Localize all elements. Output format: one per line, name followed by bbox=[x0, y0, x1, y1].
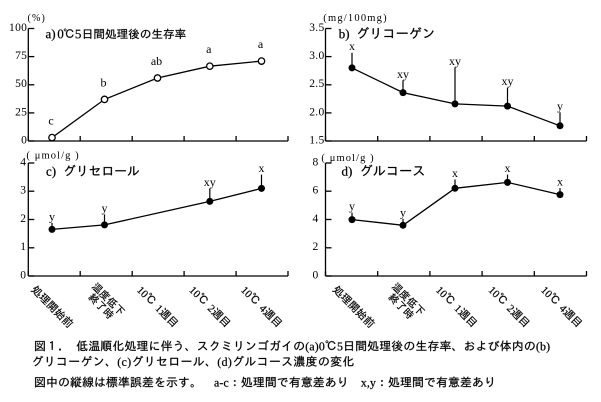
svg-text:0: 0 bbox=[21, 134, 27, 146]
svg-text:y: y bbox=[49, 209, 55, 223]
svg-text:3: 3 bbox=[20, 185, 26, 197]
svg-text:3.5: 3.5 bbox=[309, 22, 324, 34]
svg-text:1.5: 1.5 bbox=[309, 134, 324, 146]
svg-text:y: y bbox=[102, 201, 108, 215]
svg-text:b: b bbox=[101, 75, 107, 89]
svg-text:xy: xy bbox=[449, 54, 461, 68]
svg-text:2: 2 bbox=[20, 213, 26, 225]
svg-text:2: 2 bbox=[312, 241, 318, 253]
svg-text:0: 0 bbox=[312, 269, 318, 281]
svg-text:xy: xy bbox=[204, 175, 216, 189]
svg-text:25: 25 bbox=[15, 106, 27, 118]
svg-text:4: 4 bbox=[312, 213, 318, 225]
svg-text:(%): (%) bbox=[28, 13, 47, 24]
svg-text:2.5: 2.5 bbox=[309, 78, 324, 90]
svg-text:2.0: 2.0 bbox=[309, 106, 324, 118]
svg-text:75: 75 bbox=[15, 50, 27, 62]
svg-text:x: x bbox=[505, 161, 511, 175]
svg-text:100: 100 bbox=[9, 22, 27, 34]
svg-text:y: y bbox=[349, 199, 355, 213]
svg-text:c: c bbox=[48, 114, 53, 128]
svg-text:50: 50 bbox=[15, 78, 27, 90]
svg-text:4: 4 bbox=[20, 156, 26, 168]
svg-text:6: 6 bbox=[312, 185, 318, 197]
svg-text:x: x bbox=[557, 175, 563, 189]
svg-text:y: y bbox=[557, 99, 563, 113]
svg-text:x: x bbox=[259, 161, 265, 175]
svg-text:0: 0 bbox=[20, 269, 26, 281]
svg-text:( μmol/g ): ( μmol/g ) bbox=[26, 150, 79, 161]
svg-text:1: 1 bbox=[20, 241, 26, 253]
svg-text:x: x bbox=[349, 39, 355, 53]
svg-text:y: y bbox=[400, 205, 406, 219]
svg-text:( μmol/g ): ( μmol/g ) bbox=[321, 153, 374, 164]
svg-text:a: a bbox=[206, 42, 212, 56]
svg-text:xy: xy bbox=[397, 67, 409, 81]
svg-text:3.0: 3.0 bbox=[309, 50, 324, 62]
svg-text:(mg/100mg): (mg/100mg) bbox=[323, 13, 388, 24]
svg-text:ab: ab bbox=[151, 54, 162, 68]
svg-text:xy: xy bbox=[502, 74, 514, 88]
svg-text:8: 8 bbox=[312, 156, 318, 168]
svg-text:a: a bbox=[258, 37, 264, 51]
svg-text:x: x bbox=[452, 166, 458, 180]
